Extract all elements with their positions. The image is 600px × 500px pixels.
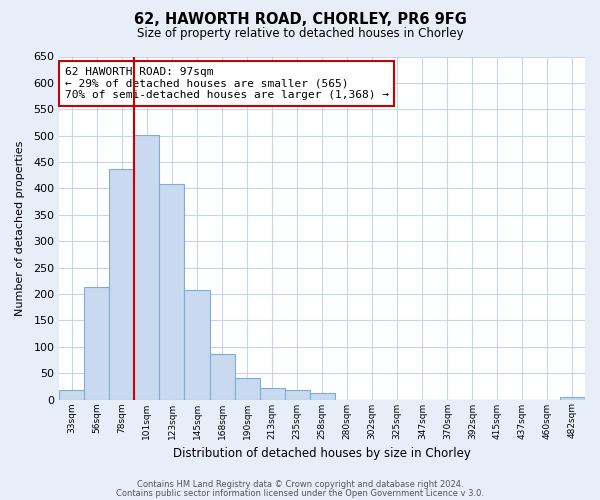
- Bar: [235, 378, 260, 400]
- Text: Size of property relative to detached houses in Chorley: Size of property relative to detached ho…: [137, 28, 463, 40]
- Text: Contains public sector information licensed under the Open Government Licence v : Contains public sector information licen…: [116, 488, 484, 498]
- Bar: [134, 134, 160, 400]
- Bar: [184, 290, 209, 400]
- Bar: [109, 169, 134, 400]
- Bar: [284, 390, 310, 400]
- Bar: [260, 388, 284, 400]
- Text: 62 HAWORTH ROAD: 97sqm
← 29% of detached houses are smaller (565)
70% of semi-de: 62 HAWORTH ROAD: 97sqm ← 29% of detached…: [65, 67, 389, 100]
- Bar: [59, 390, 85, 400]
- Bar: [310, 393, 335, 400]
- Bar: [85, 287, 109, 400]
- X-axis label: Distribution of detached houses by size in Chorley: Distribution of detached houses by size …: [173, 447, 471, 460]
- Text: 62, HAWORTH ROAD, CHORLEY, PR6 9FG: 62, HAWORTH ROAD, CHORLEY, PR6 9FG: [134, 12, 466, 28]
- Bar: [209, 354, 235, 400]
- Bar: [560, 398, 585, 400]
- Y-axis label: Number of detached properties: Number of detached properties: [15, 140, 25, 316]
- Text: Contains HM Land Registry data © Crown copyright and database right 2024.: Contains HM Land Registry data © Crown c…: [137, 480, 463, 489]
- Bar: [160, 184, 184, 400]
